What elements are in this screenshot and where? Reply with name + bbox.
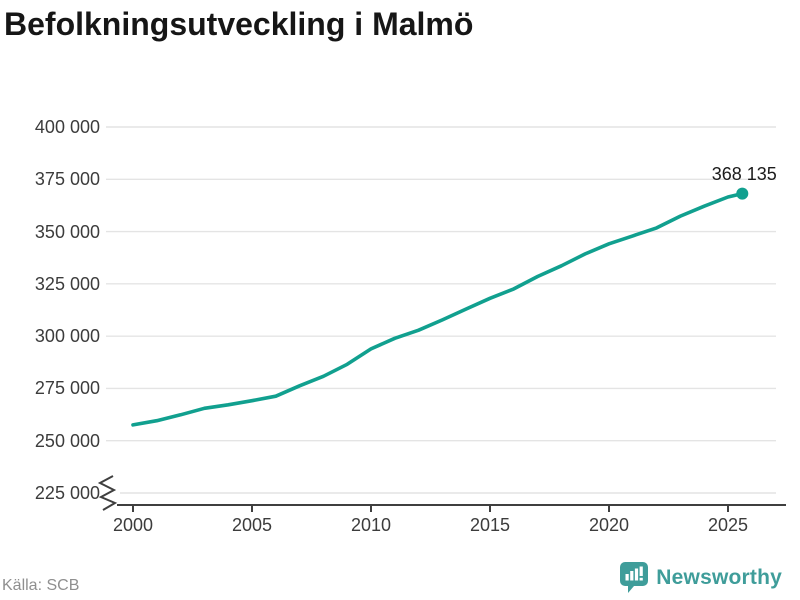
y-axis-tick-label: 250 000 [34, 430, 100, 451]
x-axis-tick-label: 2015 [469, 515, 511, 535]
y-axis-tick-label: 225 000 [34, 483, 100, 503]
x-axis-tick-label: 2020 [588, 515, 630, 535]
x-axis-tick-label: 2005 [231, 515, 273, 535]
chart-title: Befolkningsutveckling i Malmö [4, 6, 474, 42]
axis-break-icon [97, 475, 118, 511]
end-value-label: 368 135 [711, 163, 777, 184]
source-label: Källa: SCB [2, 577, 80, 594]
population-line [131, 191, 745, 427]
y-axis-tick-label: 375 000 [34, 169, 100, 190]
y-axis-tick-label: 350 000 [34, 221, 100, 242]
x-axis-tick-label: 2025 [707, 515, 749, 535]
y-axis-tick-label: 400 000 [34, 117, 100, 137]
y-axis-tick-label: 325 000 [34, 273, 100, 294]
x-axis-tick-label: 2000 [112, 515, 154, 535]
x-axis-tick-label: 2010 [350, 515, 392, 535]
newsworthy-logo-text: Newsworthy [656, 566, 782, 589]
newsworthy-logo: Newsworthy [620, 562, 782, 594]
y-axis-tick-label: 300 000 [34, 326, 100, 347]
end-point-marker [736, 187, 749, 200]
newsworthy-logo-icon [620, 562, 649, 593]
y-axis-tick-label: 275 000 [34, 378, 100, 399]
